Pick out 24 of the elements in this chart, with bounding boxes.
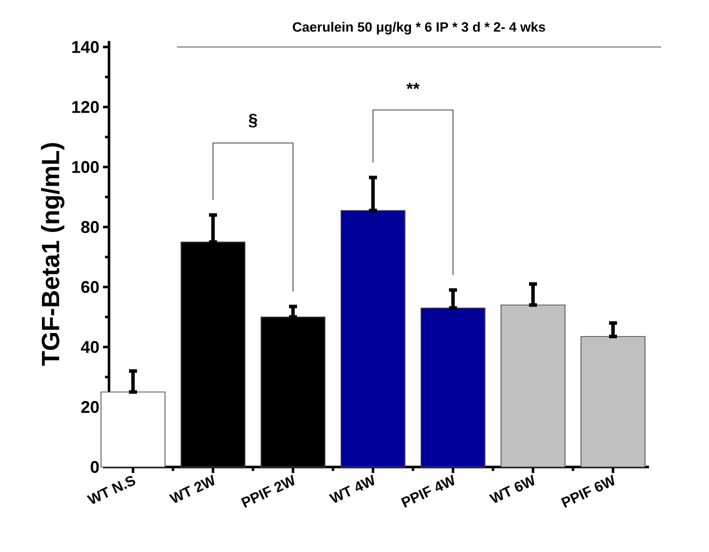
x-tick-label: PPIF 6W (560, 474, 614, 508)
y-tick-label: 0 (90, 461, 99, 473)
bar (580, 336, 646, 468)
bar (100, 392, 166, 468)
bar (340, 210, 406, 468)
y-tick-label: 60 (81, 281, 99, 293)
chart-title: Caerulein 50 μg/kg * 6 IP * 3 d * 2- 4 wks (292, 22, 546, 34)
annotation: ** (406, 82, 420, 90)
y-axis-title: TGF-Beta1 (ng/mL) (41, 143, 64, 366)
x-tick-label: WT 2W (168, 474, 214, 503)
y-tick-label: 140 (72, 40, 99, 53)
y-tick-label: 40 (80, 341, 99, 353)
y-tick-label: 80 (81, 221, 99, 233)
y-tick-label: 100 (72, 161, 99, 173)
x-tick-label: WT 6W (488, 474, 534, 503)
x-tick-label: PPIF 4W (400, 474, 454, 508)
bar (420, 308, 486, 468)
y-tick-label: 120 (72, 101, 99, 113)
x-tick-label: PPIF 2W (240, 474, 294, 508)
y-tick-label: 20 (81, 401, 99, 413)
bar (500, 304, 566, 468)
x-tick-label: WT 4W (328, 474, 374, 503)
annotation: § (248, 114, 258, 128)
x-tick-label: WT N.S (86, 476, 136, 504)
